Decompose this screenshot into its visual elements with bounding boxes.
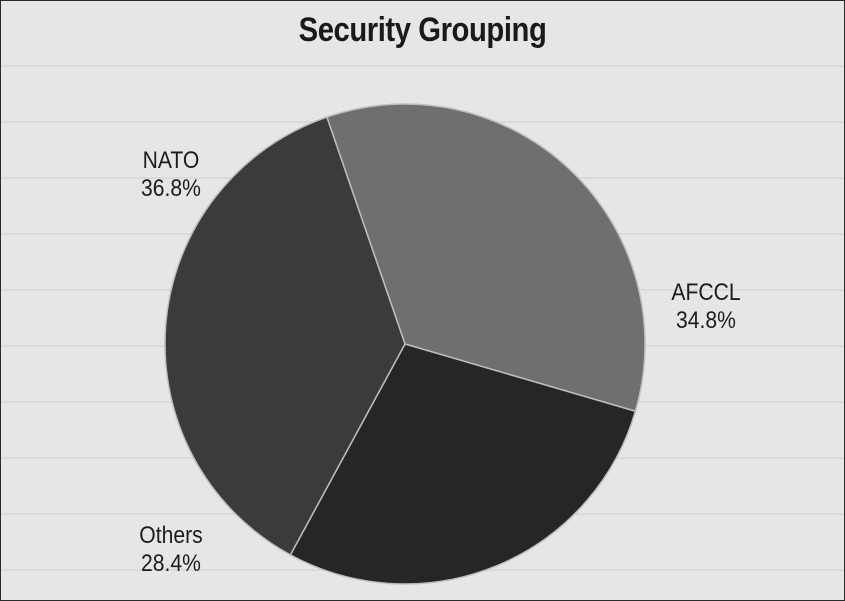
slice-name: AFCCL bbox=[671, 279, 741, 306]
background-rule bbox=[1, 65, 844, 67]
slice-percent: 34.8% bbox=[676, 307, 736, 334]
pie-slice-afccl bbox=[325, 103, 646, 413]
slice-name: Others bbox=[139, 522, 203, 549]
pie-slice-nato bbox=[164, 116, 406, 556]
slice-percent: 36.8% bbox=[141, 175, 201, 202]
slice-percent: 28.4% bbox=[141, 550, 201, 577]
slice-name: NATO bbox=[142, 147, 200, 174]
pie-slice-others bbox=[289, 343, 637, 585]
slice-label-others: Others 28.4% bbox=[127, 522, 215, 578]
chart-title: Security Grouping bbox=[298, 11, 547, 49]
slice-label-afccl: AFCCL 34.8% bbox=[658, 279, 755, 335]
slice-label-nato: NATO 36.8% bbox=[127, 147, 215, 203]
